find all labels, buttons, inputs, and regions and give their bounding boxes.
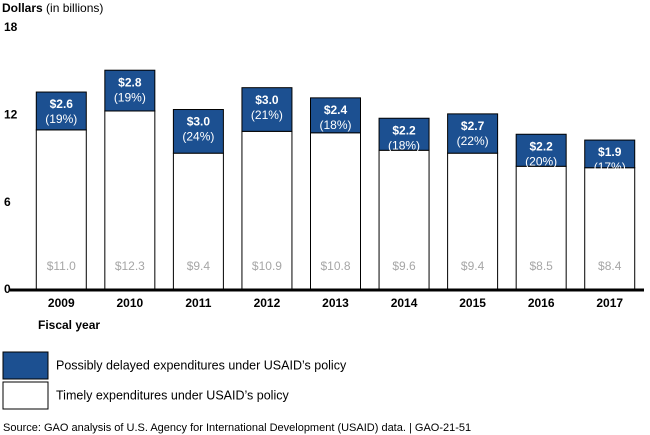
value-label: $1.9 bbox=[598, 145, 622, 159]
bar-segment bbox=[172, 109, 224, 154]
source: Source: GAO analysis of U.S. Agency for … bbox=[3, 422, 471, 434]
x-tick-label: 2014 bbox=[391, 296, 418, 310]
share-label: (19%) bbox=[114, 90, 146, 104]
legend-swatch bbox=[2, 351, 49, 380]
share-label: (21%) bbox=[251, 108, 283, 122]
share-label: (24%) bbox=[182, 130, 214, 144]
bar-segment bbox=[447, 113, 499, 154]
value-label: $2.6 bbox=[50, 97, 74, 111]
bar-segment bbox=[515, 133, 567, 167]
legend-swatch bbox=[2, 381, 49, 410]
x-tick-label: 2017 bbox=[596, 296, 623, 310]
x-tick-label: 2012 bbox=[254, 296, 281, 310]
value-label: $9.4 bbox=[187, 259, 211, 273]
x-tick-label: 2013 bbox=[322, 296, 349, 310]
value-label: $9.6 bbox=[392, 259, 416, 273]
y-tick-label: 18 bbox=[4, 20, 18, 34]
value-label: $2.7 bbox=[461, 119, 485, 133]
x-tick-label: 2015 bbox=[459, 296, 486, 310]
share-label: (20%) bbox=[525, 154, 557, 168]
x-tick-label: 2009 bbox=[48, 296, 75, 310]
value-label: $8.5 bbox=[529, 259, 553, 273]
bar-segment bbox=[104, 69, 156, 112]
x-axis-label: Fiscal year bbox=[38, 318, 100, 332]
value-label: $10.8 bbox=[320, 259, 350, 273]
value-label: $2.2 bbox=[529, 139, 553, 153]
share-label: (19%) bbox=[45, 112, 77, 126]
bar-segment bbox=[378, 149, 430, 291]
value-label: $11.0 bbox=[47, 259, 76, 273]
share-label: (18%) bbox=[388, 138, 420, 152]
y-tick-label: 12 bbox=[4, 108, 18, 122]
y-axis-label-main: Dollars bbox=[2, 1, 43, 15]
x-tick-label: 2011 bbox=[185, 296, 211, 310]
y-axis-label: Dollars (in billions) bbox=[2, 1, 103, 15]
y-tick-label: 6 bbox=[4, 195, 11, 209]
bar-segment bbox=[515, 165, 567, 291]
value-label: $2.2 bbox=[392, 123, 416, 137]
share-label: (22%) bbox=[457, 134, 489, 148]
bar-segment bbox=[584, 139, 636, 169]
value-label: $12.3 bbox=[115, 259, 145, 273]
value-label: $9.4 bbox=[461, 259, 485, 273]
value-label: $3.0 bbox=[187, 115, 211, 129]
share-label: (18%) bbox=[319, 118, 351, 132]
legend-label: Timely expenditures under USAID’s policy bbox=[56, 388, 289, 402]
bar-segment bbox=[310, 97, 361, 134]
bar-segment bbox=[172, 152, 224, 291]
bar-segment bbox=[241, 87, 293, 132]
value-label: $10.9 bbox=[252, 259, 282, 273]
bar-segment bbox=[447, 152, 499, 291]
bar-segment bbox=[35, 91, 87, 131]
bar-segment bbox=[35, 129, 87, 291]
bar-segment bbox=[584, 167, 636, 291]
value-label: $2.8 bbox=[118, 75, 142, 89]
bar-segment bbox=[378, 117, 430, 151]
x-tick-label: 2016 bbox=[528, 296, 555, 310]
share-label: (17%) bbox=[594, 160, 626, 174]
value-label: $8.4 bbox=[598, 259, 622, 273]
legend-label: Possibly delayed expenditures under USAI… bbox=[56, 358, 347, 372]
value-label: $3.0 bbox=[255, 93, 279, 107]
y-axis-label-unit: (in billions) bbox=[46, 1, 103, 15]
y-tick-label: 0 bbox=[4, 282, 11, 296]
value-label: $2.4 bbox=[324, 103, 348, 117]
x-tick-label: 2010 bbox=[116, 296, 143, 310]
